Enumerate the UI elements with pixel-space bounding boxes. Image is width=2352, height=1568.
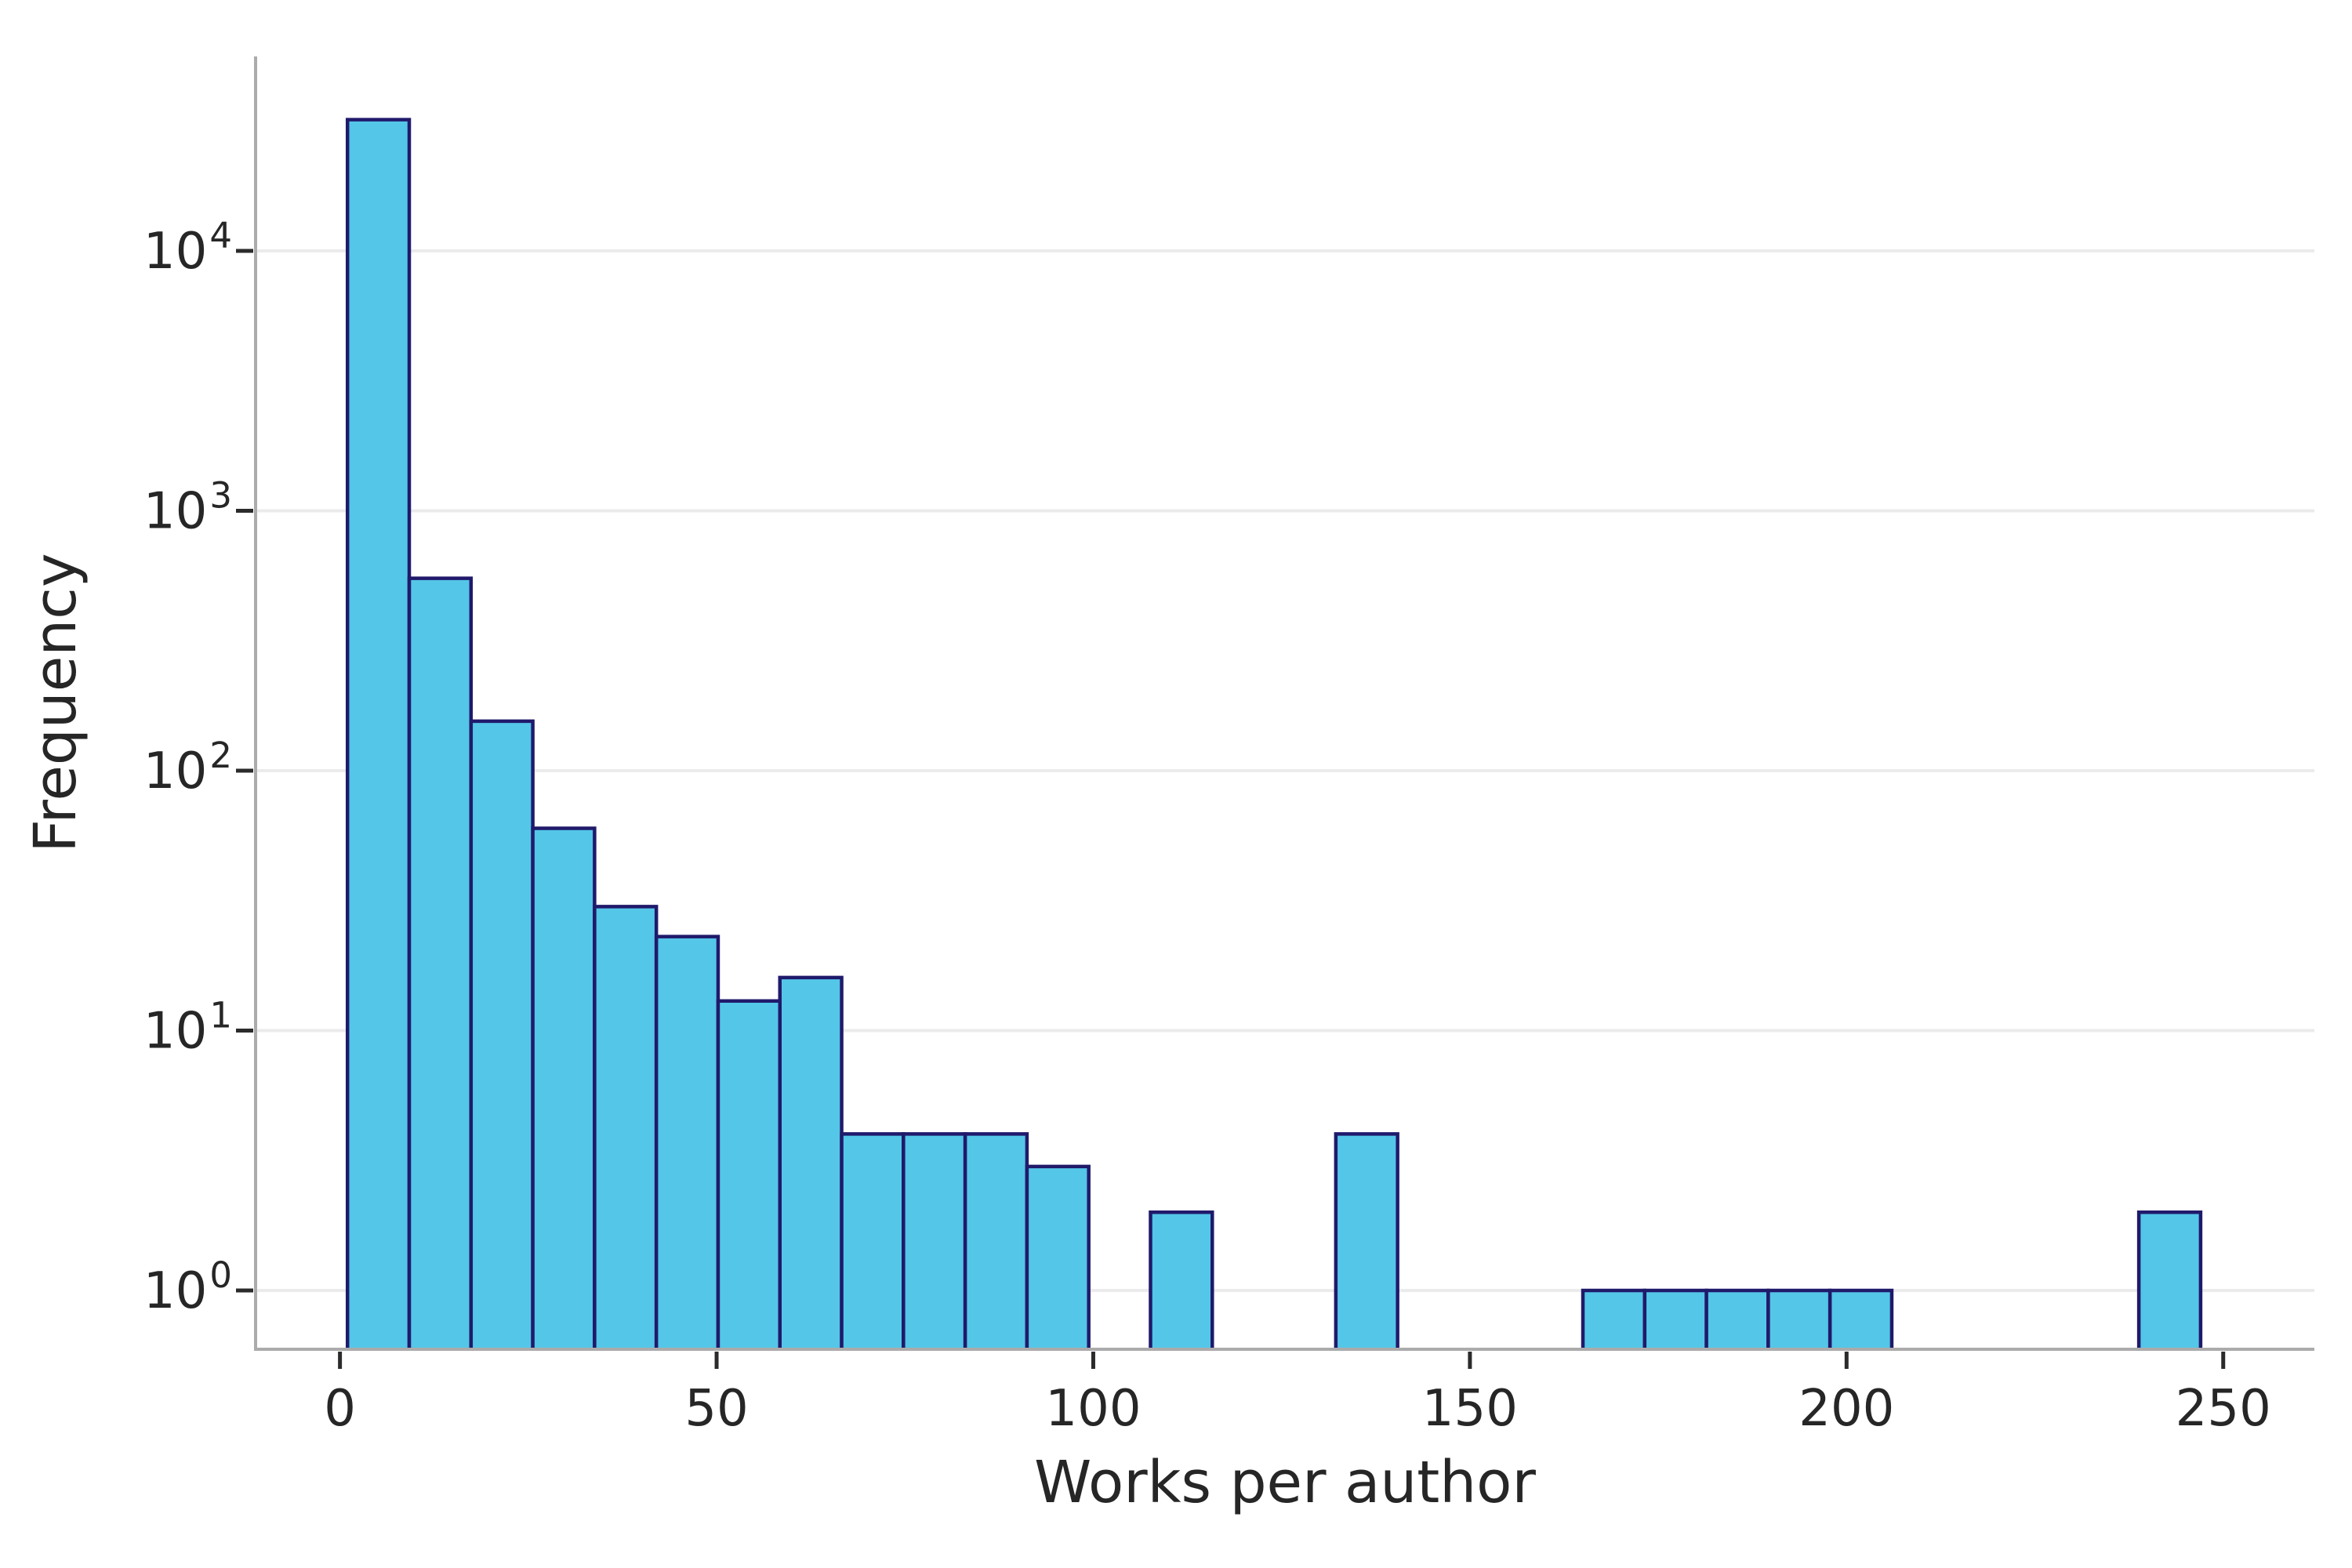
histogram-bar	[1583, 1290, 1645, 1349]
x-tick-label: 0	[324, 1380, 356, 1438]
histogram-bar-edge	[1149, 1210, 1214, 1349]
histogram-bar	[779, 977, 842, 1349]
y-tick-label: 102	[143, 735, 232, 800]
histogram-bar-edge	[2136, 1210, 2203, 1349]
histogram-bar-edge	[1334, 1132, 1399, 1349]
histogram-bar	[717, 1000, 780, 1349]
x-tick-label: 250	[2176, 1380, 2271, 1438]
histogram-bar	[347, 119, 410, 1350]
y-tick-label: 104	[143, 215, 232, 281]
histogram-bar-edge	[1828, 1288, 1894, 1349]
histogram-bar	[1026, 1166, 1089, 1349]
histogram-bar	[409, 578, 471, 1349]
histogram-bar	[656, 936, 718, 1349]
histogram-bar	[1830, 1290, 1892, 1349]
histogram-bar	[2139, 1212, 2201, 1349]
histogram-bar	[1706, 1290, 1769, 1349]
histogram-bar-edge	[1025, 1164, 1091, 1349]
x-axis-title: Works per author	[1034, 1449, 1536, 1516]
histogram-bar	[532, 828, 595, 1349]
y-axis-title: Frequency	[22, 553, 89, 852]
histogram-bar	[1644, 1290, 1707, 1349]
x-tick-label: 50	[684, 1380, 748, 1438]
histogram-bar	[841, 1134, 904, 1349]
y-tick-label: 103	[143, 475, 232, 541]
x-tick-label: 150	[1422, 1380, 1518, 1438]
histogram-bar	[594, 906, 657, 1349]
histogram-bar	[470, 720, 533, 1349]
histogram-bar	[1768, 1290, 1831, 1349]
histogram-bar	[1150, 1212, 1213, 1349]
histogram-bar	[965, 1134, 1027, 1349]
y-tick-label: 101	[143, 995, 232, 1061]
histogram-bar	[1335, 1134, 1398, 1349]
histogram-bar	[903, 1134, 966, 1349]
x-tick-label: 200	[1798, 1380, 1894, 1438]
y-tick-label: 100	[143, 1254, 232, 1320]
x-tick-label: 100	[1045, 1380, 1141, 1438]
